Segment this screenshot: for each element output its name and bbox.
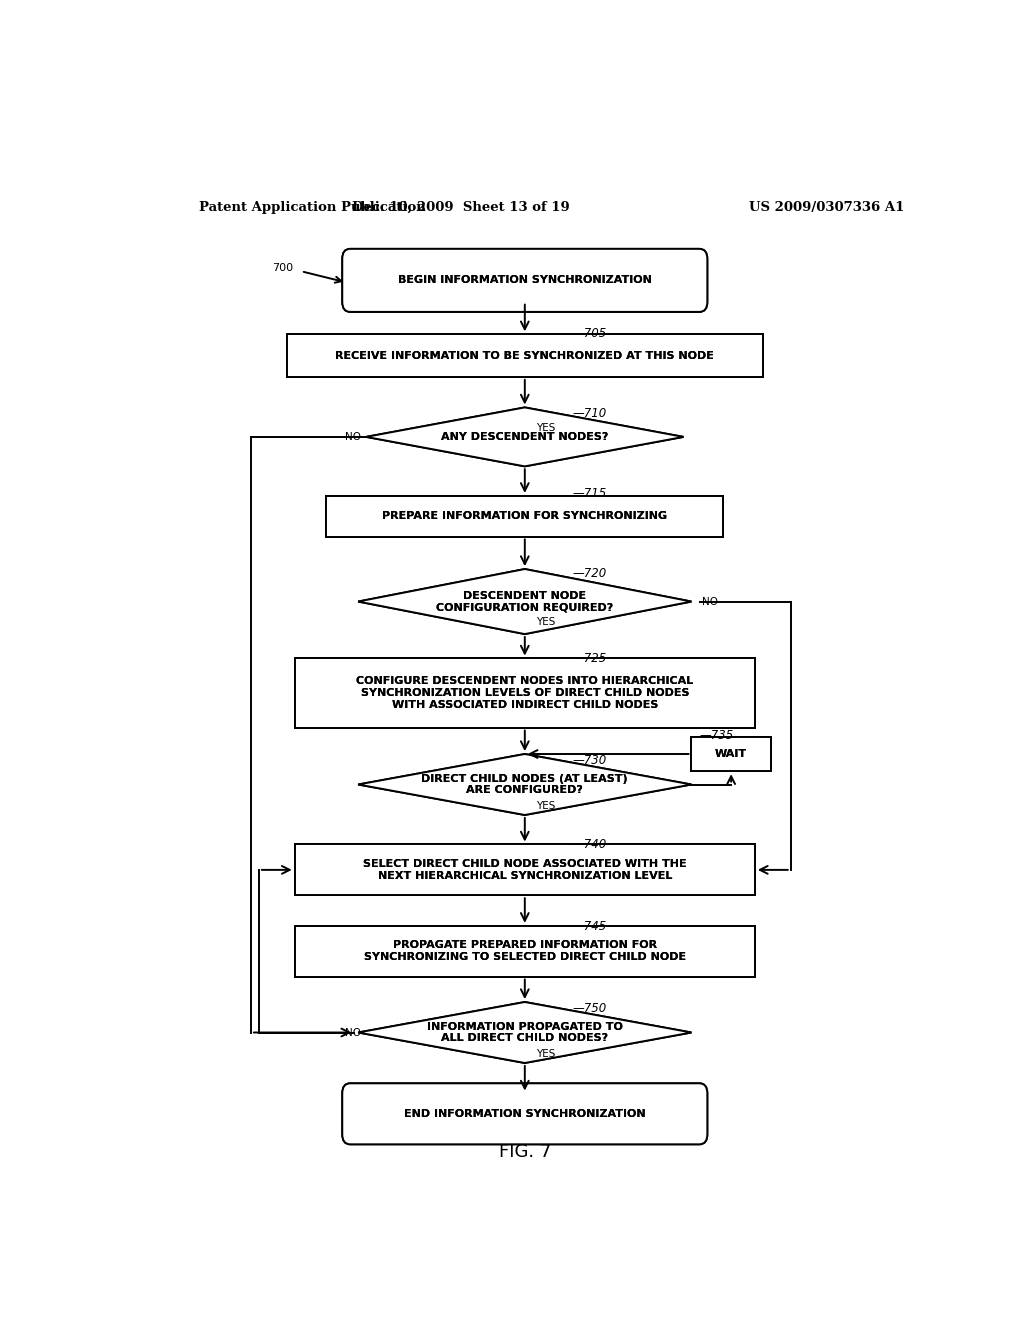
- Text: RECEIVE INFORMATION TO BE SYNCHRONIZED AT THIS NODE: RECEIVE INFORMATION TO BE SYNCHRONIZED A…: [336, 351, 714, 360]
- Text: PROPAGATE PREPARED INFORMATION FOR
SYNCHRONIZING TO SELECTED DIRECT CHILD NODE: PROPAGATE PREPARED INFORMATION FOR SYNCH…: [364, 940, 686, 962]
- Text: END INFORMATION SYNCHRONIZATION: END INFORMATION SYNCHRONIZATION: [404, 1109, 645, 1119]
- Text: INFORMATION PROPAGATED TO
ALL DIRECT CHILD NODES?: INFORMATION PROPAGATED TO ALL DIRECT CHI…: [427, 1022, 623, 1043]
- Polygon shape: [367, 408, 684, 466]
- Bar: [287, 334, 763, 378]
- Text: WAIT: WAIT: [715, 748, 748, 759]
- Text: PREPARE INFORMATION FOR SYNCHRONIZING: PREPARE INFORMATION FOR SYNCHRONIZING: [382, 511, 668, 521]
- Bar: [295, 845, 755, 895]
- Polygon shape: [367, 408, 684, 466]
- Bar: [691, 737, 771, 771]
- Bar: [295, 845, 755, 895]
- Bar: [295, 659, 755, 727]
- Text: INFORMATION PROPAGATED TO
ALL DIRECT CHILD NODES?: INFORMATION PROPAGATED TO ALL DIRECT CHI…: [427, 1022, 623, 1043]
- Bar: [327, 496, 723, 536]
- Text: DIRECT CHILD NODES (AT LEAST)
ARE CONFIGURED?: DIRECT CHILD NODES (AT LEAST) ARE CONFIG…: [422, 774, 628, 796]
- Text: NO: NO: [345, 1027, 361, 1038]
- Bar: [327, 496, 723, 536]
- FancyBboxPatch shape: [342, 1084, 708, 1144]
- Text: 700: 700: [272, 263, 293, 273]
- Text: RECEIVE INFORMATION TO BE SYNCHRONIZED AT THIS NODE: RECEIVE INFORMATION TO BE SYNCHRONIZED A…: [336, 351, 714, 360]
- Polygon shape: [358, 754, 691, 814]
- Text: FIG. 7: FIG. 7: [499, 1143, 551, 1162]
- FancyBboxPatch shape: [342, 249, 708, 312]
- Text: —710: —710: [572, 407, 606, 420]
- FancyBboxPatch shape: [342, 1084, 708, 1144]
- Polygon shape: [358, 754, 691, 814]
- Text: PREPARE INFORMATION FOR SYNCHRONIZING: PREPARE INFORMATION FOR SYNCHRONIZING: [382, 511, 668, 521]
- Bar: [295, 659, 755, 727]
- Text: —715: —715: [572, 487, 606, 500]
- Text: END INFORMATION SYNCHRONIZATION: END INFORMATION SYNCHRONIZATION: [404, 1109, 645, 1119]
- Text: BEGIN INFORMATION SYNCHRONIZATION: BEGIN INFORMATION SYNCHRONIZATION: [398, 276, 651, 285]
- Polygon shape: [358, 569, 691, 634]
- Text: —720: —720: [572, 566, 606, 579]
- Text: SELECT DIRECT CHILD NODE ASSOCIATED WITH THE
NEXT HIERARCHICAL SYNCHRONIZATION L: SELECT DIRECT CHILD NODE ASSOCIATED WITH…: [362, 859, 687, 880]
- Bar: [295, 925, 755, 977]
- Text: ANY DESCENDENT NODES?: ANY DESCENDENT NODES?: [441, 432, 608, 442]
- Bar: [287, 334, 763, 378]
- Text: CONFIGURE DESCENDENT NODES INTO HIERARCHICAL
SYNCHRONIZATION LEVELS OF DIRECT CH: CONFIGURE DESCENDENT NODES INTO HIERARCH…: [356, 676, 693, 710]
- Text: DESCENDENT NODE
CONFIGURATION REQUIRED?: DESCENDENT NODE CONFIGURATION REQUIRED?: [436, 591, 613, 612]
- Text: —705: —705: [572, 327, 606, 339]
- Text: YES: YES: [536, 1049, 555, 1059]
- Text: ANY DESCENDENT NODES?: ANY DESCENDENT NODES?: [441, 432, 608, 442]
- Text: NO: NO: [345, 432, 361, 442]
- Text: BEGIN INFORMATION SYNCHRONIZATION: BEGIN INFORMATION SYNCHRONIZATION: [398, 276, 651, 285]
- Text: NO: NO: [701, 597, 718, 607]
- Text: Patent Application Publication: Patent Application Publication: [200, 201, 426, 214]
- Text: YES: YES: [536, 801, 555, 810]
- Text: DIRECT CHILD NODES (AT LEAST)
ARE CONFIGURED?: DIRECT CHILD NODES (AT LEAST) ARE CONFIG…: [422, 774, 628, 796]
- Text: —725: —725: [572, 652, 606, 665]
- Polygon shape: [358, 1002, 691, 1063]
- Text: —750: —750: [572, 1002, 606, 1015]
- Polygon shape: [358, 1002, 691, 1063]
- Text: DESCENDENT NODE
CONFIGURATION REQUIRED?: DESCENDENT NODE CONFIGURATION REQUIRED?: [436, 591, 613, 612]
- Bar: [691, 737, 771, 771]
- Text: Dec. 10, 2009  Sheet 13 of 19: Dec. 10, 2009 Sheet 13 of 19: [352, 201, 570, 214]
- Text: YES: YES: [536, 422, 555, 433]
- Text: YES: YES: [536, 616, 555, 627]
- Text: —735: —735: [699, 729, 733, 742]
- Text: —730: —730: [572, 754, 606, 767]
- Bar: [295, 925, 755, 977]
- FancyBboxPatch shape: [342, 249, 708, 312]
- Text: —745: —745: [572, 920, 606, 933]
- Polygon shape: [358, 569, 691, 634]
- Text: —740: —740: [572, 838, 606, 851]
- Text: US 2009/0307336 A1: US 2009/0307336 A1: [749, 201, 904, 214]
- Text: WAIT: WAIT: [715, 748, 748, 759]
- Text: SELECT DIRECT CHILD NODE ASSOCIATED WITH THE
NEXT HIERARCHICAL SYNCHRONIZATION L: SELECT DIRECT CHILD NODE ASSOCIATED WITH…: [362, 859, 687, 880]
- Text: PROPAGATE PREPARED INFORMATION FOR
SYNCHRONIZING TO SELECTED DIRECT CHILD NODE: PROPAGATE PREPARED INFORMATION FOR SYNCH…: [364, 940, 686, 962]
- Text: CONFIGURE DESCENDENT NODES INTO HIERARCHICAL
SYNCHRONIZATION LEVELS OF DIRECT CH: CONFIGURE DESCENDENT NODES INTO HIERARCH…: [356, 676, 693, 710]
